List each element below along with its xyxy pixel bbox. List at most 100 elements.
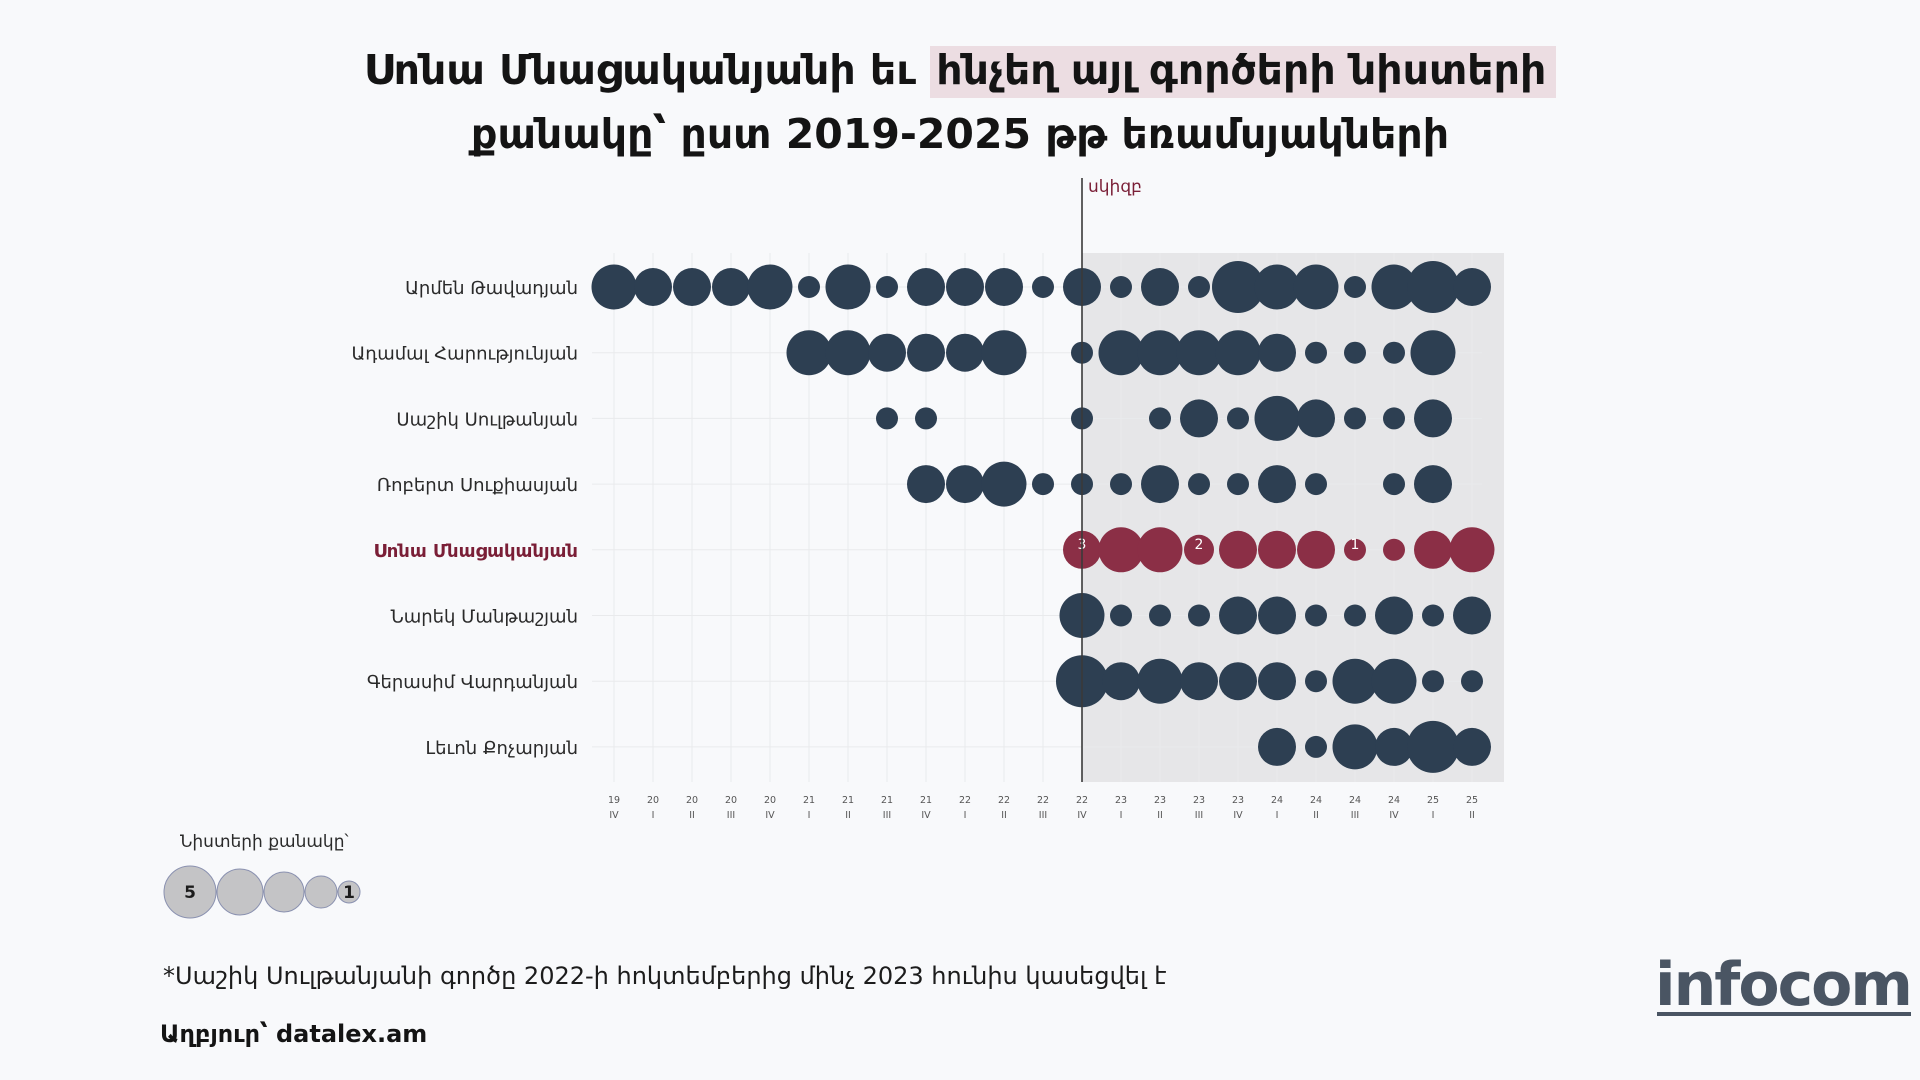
- bubble: [946, 333, 984, 372]
- bubble: [1383, 407, 1405, 430]
- bubble: [1149, 604, 1171, 627]
- x-tick-quarter: II: [1469, 810, 1475, 821]
- x-tick-quarter: II: [689, 810, 695, 821]
- bubble: [1422, 670, 1444, 693]
- bubble: [1371, 658, 1417, 704]
- x-tick-quarter: II: [845, 810, 851, 821]
- bubble: [876, 276, 898, 298]
- bubble: [1344, 341, 1366, 364]
- x-tick-quarter: II: [1313, 810, 1319, 821]
- bubble: [1344, 604, 1366, 627]
- bubble: [786, 330, 832, 376]
- bubble: [1258, 662, 1296, 701]
- bubble: [1305, 735, 1327, 758]
- bubble: [1098, 330, 1144, 376]
- x-tick-year: 23: [1115, 795, 1127, 806]
- bubble: [985, 268, 1023, 306]
- x-tick-quarter: II: [1001, 810, 1007, 821]
- legend-bubble-label: 5: [184, 883, 196, 903]
- x-tick-quarter: I: [652, 810, 655, 821]
- x-tick-quarter: IV: [765, 810, 775, 821]
- x-tick-year: 21: [881, 795, 893, 806]
- x-tick-quarter: I: [1120, 810, 1123, 821]
- bubble: [1141, 268, 1179, 306]
- row-label: Սոնա Մնացականյան: [374, 541, 578, 562]
- x-tick-quarter: IV: [1389, 810, 1399, 821]
- bubble: [634, 268, 672, 306]
- bubble: [1414, 399, 1452, 438]
- bubble: [1375, 727, 1413, 766]
- x-tick-quarter: IV: [1077, 810, 1087, 821]
- x-tick-quarter: III: [883, 810, 891, 821]
- x-tick-quarter: I: [964, 810, 967, 821]
- x-tick-year: 22: [959, 795, 971, 806]
- x-tick-year: 24: [1310, 795, 1322, 806]
- x-tick-year: 24: [1349, 795, 1361, 806]
- bubble: [1258, 727, 1296, 766]
- legend-bubble: [263, 871, 305, 913]
- row-label: Ադամալ Հարությունյան: [351, 344, 578, 365]
- bubble: [1258, 596, 1296, 635]
- bubble: [1110, 604, 1132, 627]
- bubble: [1254, 395, 1300, 441]
- x-tick-year: 23: [1154, 795, 1166, 806]
- bubble: [798, 276, 820, 298]
- infocom-logo: infocom: [1655, 950, 1913, 1020]
- bubble: [1098, 527, 1144, 573]
- bubble: [1215, 330, 1261, 376]
- bubble: [1219, 662, 1257, 701]
- bubble: [1461, 670, 1483, 693]
- legend-title: Նիստերի քանակը՝: [180, 832, 349, 852]
- x-tick-quarter: I: [1432, 810, 1435, 821]
- bubble: [1188, 276, 1210, 298]
- title-line-2: քանակը՝ ըստ 2019-2025 թթ եռամսյակների: [470, 110, 1450, 158]
- bubble: [1297, 530, 1335, 569]
- x-tick-quarter: IV: [609, 810, 619, 821]
- legend-bubble: [163, 865, 217, 919]
- bubble: [1137, 330, 1183, 376]
- x-tick-year: 22: [1037, 795, 1049, 806]
- x-tick-year: 23: [1232, 795, 1244, 806]
- bubble: [1258, 333, 1296, 372]
- logo-underline: [1657, 1012, 1911, 1016]
- title-text-a: Սոնա Մնացականյանի եւ: [363, 46, 931, 94]
- row-label: Սաշիկ Սուլթանյան: [396, 409, 578, 430]
- bubble: [1188, 473, 1210, 496]
- x-tick-year: 20: [647, 795, 659, 806]
- bubble: [1453, 727, 1491, 766]
- bubble: [1422, 604, 1444, 627]
- bubble: [1344, 538, 1366, 561]
- bubble: [1414, 465, 1452, 504]
- x-tick-quarter: II: [1157, 810, 1163, 821]
- bubble-annotation: 1: [1351, 537, 1360, 553]
- bubble: [1383, 473, 1405, 496]
- bubble: [1176, 330, 1222, 376]
- bubble: [1102, 662, 1140, 701]
- bubble: [946, 465, 984, 504]
- bubble: [1305, 670, 1327, 693]
- source-note: Աղբյուր՝ datalex.am: [160, 1020, 428, 1048]
- bubble: [1453, 268, 1491, 306]
- bubble: [1297, 399, 1335, 438]
- bubble: [946, 268, 984, 306]
- bubble: [1219, 530, 1257, 569]
- title-line-1: Սոնա Մնացականյանի եւ հնչեղ այլ գործերի ն…: [0, 38, 1920, 102]
- row-label: Արմեն Թավադյան: [405, 278, 578, 299]
- bubble: [1305, 473, 1327, 496]
- bubble: [1449, 527, 1495, 573]
- x-tick-quarter: IV: [921, 810, 931, 821]
- bubble: [1293, 264, 1339, 310]
- x-tick-year: 19: [608, 795, 620, 806]
- bubble: [1254, 264, 1300, 310]
- bubble: [673, 268, 711, 306]
- bubble: [1110, 473, 1132, 496]
- bubble: [1375, 596, 1413, 635]
- row-label: Գերասիմ Վարդանյան: [367, 672, 578, 693]
- bubble: [1383, 538, 1405, 561]
- logo-text: infocom: [1655, 950, 1913, 1020]
- bubble: [1137, 658, 1183, 704]
- bubble: [907, 333, 945, 372]
- bubble: [1219, 596, 1257, 635]
- x-tick-year: 20: [686, 795, 698, 806]
- bubble: [876, 407, 898, 430]
